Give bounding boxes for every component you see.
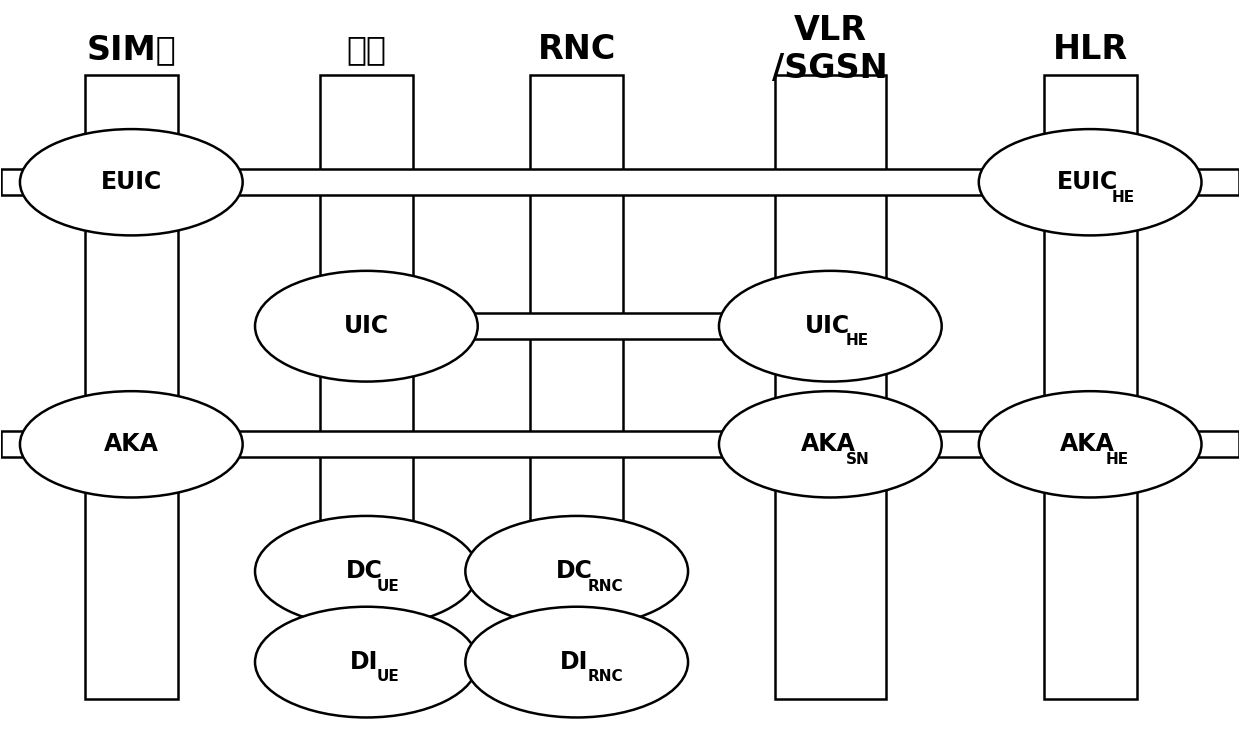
Text: UIC: UIC [343,314,389,338]
Text: UE: UE [377,669,399,685]
Ellipse shape [978,129,1202,236]
Text: AKA: AKA [800,432,856,456]
Ellipse shape [719,391,941,497]
Text: RNC: RNC [588,669,622,685]
Text: HE: HE [846,333,869,348]
Ellipse shape [719,271,941,382]
Ellipse shape [255,516,477,627]
Text: HLR: HLR [1053,33,1127,66]
Text: UIC: UIC [805,314,851,338]
Bar [321,313,923,339]
Ellipse shape [255,271,477,382]
Ellipse shape [255,607,477,717]
Text: DI: DI [350,650,378,674]
Text: SIM卡: SIM卡 [87,33,176,66]
Bar [305,649,676,675]
Bar [775,75,887,699]
Text: 终端: 终端 [346,33,387,66]
Text: UE: UE [377,579,399,594]
Bar [531,75,622,699]
Text: AKA: AKA [104,432,159,456]
Bar [305,559,676,584]
Text: SN: SN [846,451,869,467]
Text: DC: DC [346,559,382,583]
Text: EUIC: EUIC [100,170,162,194]
Ellipse shape [20,129,243,236]
Ellipse shape [20,391,243,497]
Text: VLR
/SGSN: VLR /SGSN [773,14,888,85]
Text: DC: DC [556,559,593,583]
Text: HE: HE [1111,190,1135,205]
Ellipse shape [978,391,1202,497]
Text: RNC: RNC [588,579,622,594]
Bar [84,75,177,699]
Text: EUIC: EUIC [1056,170,1118,194]
Ellipse shape [465,516,688,627]
Bar [1,431,1239,457]
Bar [1,170,1239,195]
Text: DI: DI [560,650,589,674]
Text: RNC: RNC [537,33,616,66]
Ellipse shape [465,607,688,717]
Text: HE: HE [1106,451,1130,467]
Text: AKA: AKA [1060,432,1115,456]
Bar [1044,75,1137,699]
Bar [320,75,413,699]
